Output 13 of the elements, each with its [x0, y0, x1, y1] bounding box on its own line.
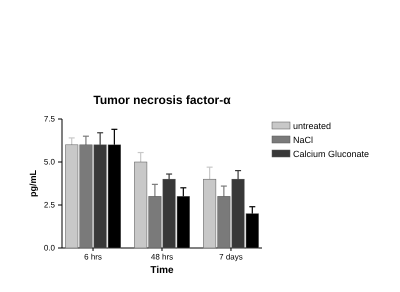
chart-title: Tumor necrosis factor-α [93, 93, 232, 107]
y-tick-label: 0.0 [44, 244, 56, 253]
x-tick-label: 6 hrs [84, 252, 102, 262]
legend-label: untreated [293, 121, 332, 131]
x-axis-title: Time [150, 265, 174, 276]
x-tick-label: 7 days [219, 252, 243, 262]
x-tick-label: 48 hrs [150, 252, 174, 262]
legend-label: NaCl [293, 135, 314, 145]
y-axis-title: pg/mL [28, 170, 38, 197]
y-tick-label: 7.5 [44, 114, 56, 124]
y-tick-label: 2.5 [44, 200, 56, 210]
legend-label: Calcium Gluconate [293, 149, 370, 159]
y-tick-label: 5.0 [44, 158, 56, 167]
